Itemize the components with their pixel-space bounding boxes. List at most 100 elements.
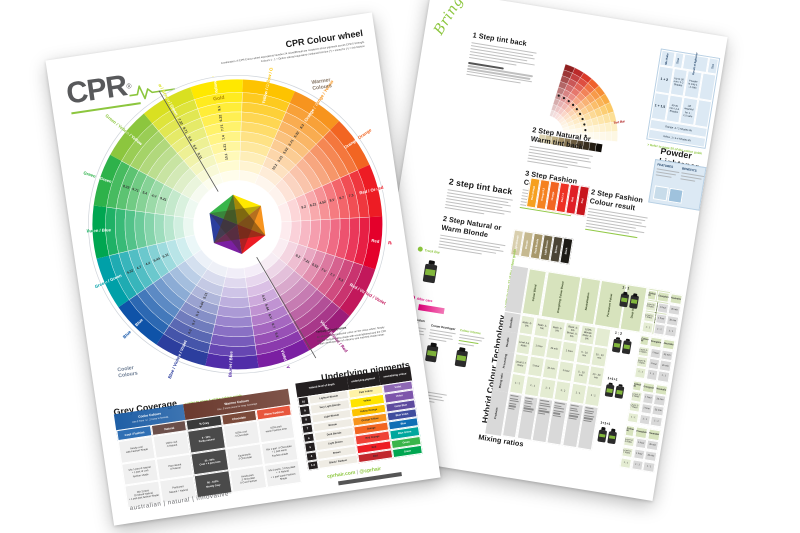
badge-label: After care xyxy=(417,296,433,302)
table-cell-text: 1 : 1 xyxy=(642,418,647,421)
paragraph-block xyxy=(458,334,485,348)
product-bottle-icon xyxy=(454,347,468,368)
table-cell-text: 5 - 10 min xyxy=(578,350,590,358)
table-cell-text: 35 min xyxy=(647,455,654,458)
table-cell-text: Level 3-5 Ratio xyxy=(518,340,530,348)
table-cell: 1 : 1 xyxy=(657,370,670,382)
table-cell-text: Lift required for 1 : 1.5 ratio xyxy=(682,104,694,119)
product-bottle-icon xyxy=(605,382,615,398)
fan-tint-back-tag: Tint Back xyxy=(613,119,628,125)
table-cell-text: Energisin xyxy=(643,386,654,390)
table-cell-text: 35 min xyxy=(550,347,558,351)
column-header: Tint xyxy=(707,57,719,74)
table-cell-text: Level 5-7 Ratio xyxy=(515,360,527,368)
product-bottle-icon xyxy=(619,291,629,307)
table-cell-text: Yellow .1 / 3-4 Shades lift xyxy=(663,134,691,141)
table-cell-text: 1 hour xyxy=(650,362,657,365)
text-line xyxy=(584,420,592,422)
wheel-colour-code: 9.1 xyxy=(217,106,222,111)
swatch-label: Orange xyxy=(551,192,555,201)
column-header-label: Result of lightener xyxy=(693,52,700,75)
table-cell-text: 1 : 1 xyxy=(545,387,550,391)
wheel-sector-outer-label: Red xyxy=(388,240,397,246)
product-bottle-icon xyxy=(423,260,438,284)
mixing-ratio-block[interactable]: 1 : 2 Colour Bl Energisin Neutralis Level 3-… xyxy=(608,331,674,383)
table-cell xyxy=(698,72,717,101)
product-bottle-icon xyxy=(607,428,617,444)
table-cell-text: 1 : 1 xyxy=(515,382,520,386)
swatch-label: Red xyxy=(581,198,585,203)
mixing-ratio-block[interactable]: 1+1+1 Colour Bl Energisin Neutralis Level 3-… xyxy=(594,421,660,473)
table-cell-text: 1 : 1 xyxy=(623,462,628,465)
swatch-label: Red Orange xyxy=(531,186,536,200)
table-cell-text: 1 hour xyxy=(652,352,659,355)
table-cell-text: 1 : 2 xyxy=(560,389,565,393)
swatch-label: Orange 9.3 xyxy=(541,188,546,201)
table-cell-text: 1 : 1 xyxy=(650,373,655,376)
blurb-col: Cream Developer xyxy=(425,323,456,365)
table-cell-text: 1 : 1 xyxy=(647,465,652,468)
aftercare-product-strip xyxy=(418,304,445,314)
features-block: FEATURES xyxy=(656,162,681,179)
column-header-label: Neutralisation xyxy=(585,292,591,310)
benefits-block: BENEFITS xyxy=(680,166,705,183)
table-cell xyxy=(594,326,612,347)
table-cell-text: Level 5-7 Ratio xyxy=(623,450,633,455)
table-cell-text: 1 : 1 xyxy=(575,391,580,395)
colour-wheel[interactable]: 9.1 8.3 7.3 6.3 5.3 4.3 9.32 8.32 7.32 6.32 5.32 8.… xyxy=(67,54,408,395)
colour-wheel-svg: 9.1 8.3 7.3 6.3 5.3 4.3 9.32 8.32 7.32 6.32 5.32 8.… xyxy=(67,54,408,395)
table-cell-text: 20 - 30 min xyxy=(590,372,602,380)
table-cell-text: Colour Bl xyxy=(648,293,656,298)
table-cell xyxy=(694,99,713,128)
front-page-sheet[interactable]: CPR® CPR Colour wheel Combination of CPR… xyxy=(45,12,440,525)
table-cell-text: 1 hour xyxy=(535,345,543,349)
wheel-sector-outer-label: Blue / Violet xyxy=(167,354,182,379)
table-cell-text: 1 : 1 xyxy=(645,326,650,329)
table-cell-text: Level 3-5 Ratio xyxy=(639,349,649,354)
section-step1: 1 Step tint back xyxy=(466,30,538,85)
table-cell-text: Neutralis xyxy=(649,433,659,437)
table-cell-text: Colour Bl xyxy=(633,383,641,388)
mix-ratio-table[interactable]: Mix Ratio Time Result of lightener Tint 1 + … xyxy=(646,48,720,148)
wheel-cool-label: CoolerColours xyxy=(117,365,138,380)
wheel-sector-outer-label: Blue xyxy=(122,329,133,340)
table-cell-text: Level 5-7 Ratio xyxy=(637,359,647,364)
table-cell-text: 100% Blonde Ratio .0-5% xyxy=(581,327,594,342)
section-step2-fashion: 2 Step Fashion Colour result xyxy=(585,187,651,239)
mixing-ratio-block[interactable]: 1+1+1 Colour Bl Energisin Neutralis Level 3-… xyxy=(601,376,667,428)
wheel-sector-outer-label: Green xyxy=(83,170,97,179)
table-cell: 1 : 1 xyxy=(584,385,602,406)
table-cell-text: 1 hour xyxy=(636,453,643,456)
scene-root: Brings hair to life 1 Step tint back 2 s… xyxy=(0,0,800,533)
section-step2-tint: 2 step tint back 2 Step Natural or Warm … xyxy=(438,176,515,258)
column-header-label: Energising Colour Boost xyxy=(557,281,565,313)
leaf-icon xyxy=(417,246,423,252)
column-header-label: Mix Ratio xyxy=(665,53,670,65)
swatch-label: Black xyxy=(564,247,568,254)
text-line xyxy=(508,408,515,410)
table-cell-text: Ratio .5-5% xyxy=(536,323,548,331)
table-cell-text: Ratio .5-5% xyxy=(551,326,563,334)
social-handle: @cprhair xyxy=(359,466,381,475)
table-cell-text: 1 : 1 xyxy=(530,384,535,388)
row-header-label: Mixing ratio xyxy=(499,373,504,388)
brand-script-line: Brings hair to life xyxy=(431,0,512,38)
powder-product-image xyxy=(653,185,669,201)
product-bottle-icon xyxy=(629,293,639,309)
text-line xyxy=(523,410,532,413)
table-cell-text: 35 min xyxy=(662,364,669,367)
underlying-pigments-table[interactable]: natural level of depth underlying pigment… xyxy=(295,367,423,471)
table-cell: 1 : 1 xyxy=(665,325,678,337)
table-cell-text: Neutralis xyxy=(671,297,681,301)
row-header: Benefits xyxy=(502,311,521,333)
table-cell-text: Level 3-5 Ratio xyxy=(624,439,634,444)
table-cell-text: Neutralis xyxy=(656,388,666,392)
mixing-ratio-block[interactable]: 1 : 1 Colour Bl Energisin Neutralis Level 3-… xyxy=(616,285,682,337)
row-header-label: Results xyxy=(506,337,511,347)
table-cell-text: 1 hour xyxy=(562,369,570,373)
table-cell-text: Level 5-7 Ratio xyxy=(630,405,640,410)
mixing-ratio-table: Colour Bl Energisin Neutralis Level 3-5 Rat… xyxy=(634,335,675,383)
table-cell-text: Up to 30 min / 1-2 Shades xyxy=(673,77,685,88)
column-header-label: Time xyxy=(677,57,681,63)
table-cell-text: 5 - 10 min xyxy=(575,370,587,378)
